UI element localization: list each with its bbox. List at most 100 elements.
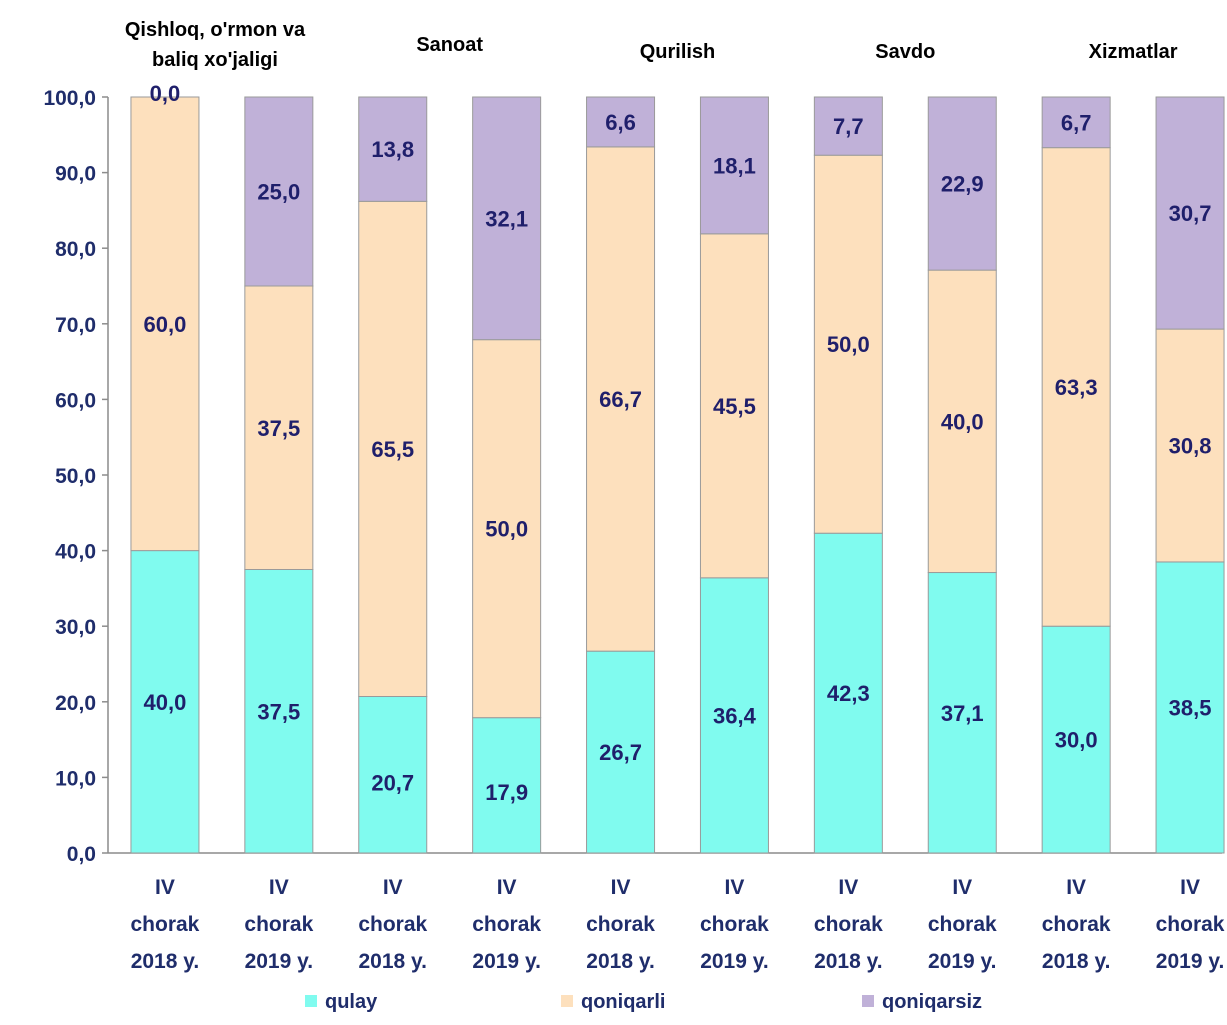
data-label-qoniqarsiz-5: 6,6 — [605, 110, 636, 135]
data-label-qoniqarli-4: 50,0 — [485, 517, 528, 542]
data-label-qoniqarli-3: 65,5 — [371, 437, 414, 462]
data-label-qoniqarli-7: 50,0 — [827, 332, 870, 357]
bar-qoniqarli-5 — [586, 146, 656, 652]
bar-qoniqarsiz-4 — [472, 96, 542, 341]
x-tick-label: chorak — [1042, 913, 1111, 936]
group-titles: Qishloq, o'rmon va baliq xo'jaligi Sanoat Q… — [125, 19, 1178, 71]
data-label-qoniqarli-6: 45,5 — [713, 394, 756, 419]
bar-qoniqarsiz-2 — [244, 96, 314, 287]
y-tick-label: 0,0 — [67, 843, 96, 866]
data-label-qoniqarsiz-1: 0,0 — [150, 81, 181, 106]
bar-qulay-7 — [813, 532, 883, 854]
legend-swatch-qoniqarli — [561, 995, 573, 1007]
y-tick-label: 50,0 — [55, 465, 96, 488]
bar-qoniqarsiz-9 — [1041, 96, 1111, 149]
bar-qoniqarli-6 — [699, 233, 769, 579]
x-axis-labels: IV chorak 2018 y. IV chorak 2019 y. IV chorak 20… — [131, 876, 1225, 973]
data-label-qoniqarsiz-10: 30,7 — [1169, 201, 1212, 226]
data-label-qoniqarsiz-7: 7,7 — [833, 114, 864, 139]
legend-label-qoniqarli: qoniqarli — [581, 991, 665, 1013]
legend: qulay qoniqarli qoniqarsiz — [305, 991, 982, 1013]
y-tick-label: 30,0 — [55, 616, 96, 639]
group-title: Qishloq, o'rmon va baliq xo'jaligi — [125, 19, 306, 71]
group-title: Savdo — [875, 41, 935, 63]
bar-qoniqarsiz-3 — [358, 96, 428, 202]
y-tick-label: 80,0 — [55, 238, 96, 261]
data-label-qoniqarli-2: 37,5 — [257, 416, 300, 441]
data-label-qoniqarsiz-2: 25,0 — [257, 180, 300, 205]
y-axis: 0,0 10,0 20,0 30,0 40,0 50,0 60,0 70,0 80,0 90,0 1… — [43, 87, 1222, 866]
x-tick-label: IV — [269, 876, 289, 899]
data-label-qulay-8: 37,1 — [941, 701, 984, 726]
y-tick-label: 90,0 — [55, 163, 96, 186]
x-tick-label: IV — [383, 876, 403, 899]
data-label-qulay-2: 37,5 — [257, 699, 300, 724]
bar-qoniqarsiz-10 — [1155, 96, 1225, 330]
x-tick-label: IV — [1066, 876, 1086, 899]
x-tick-label: 2018 y. — [358, 950, 427, 973]
bar-qoniqarli-3 — [358, 200, 428, 698]
x-tick-label: 2018 y. — [814, 950, 883, 973]
data-label-qoniqarsiz-4: 32,1 — [485, 206, 528, 231]
bar-qulay-2 — [244, 569, 314, 854]
y-tick-label: 70,0 — [55, 314, 96, 337]
x-tick-label: IV — [952, 876, 972, 899]
x-tick-label: 2019 y. — [700, 950, 769, 973]
x-tick-label: chorak — [131, 913, 200, 936]
group-title: Qurilish — [640, 41, 716, 63]
y-tick-label: 40,0 — [55, 541, 96, 564]
data-label-qoniqarli-10: 30,8 — [1169, 434, 1212, 459]
data-label-qoniqarsiz-3: 13,8 — [371, 137, 414, 162]
data-label-qulay-6: 36,4 — [713, 703, 757, 728]
x-tick-label: IV — [155, 876, 175, 899]
legend-label-qoniqarsiz: qoniqarsiz — [882, 991, 982, 1013]
y-tick-label: 10,0 — [55, 767, 96, 790]
group-title: Xizmatlar — [1089, 41, 1178, 63]
legend-swatch-qulay — [305, 995, 317, 1007]
x-tick-label: IV — [497, 876, 517, 899]
bar-qulay-6 — [699, 577, 769, 854]
bar-qoniqarli-7 — [813, 154, 883, 534]
bar-qoniqarli-1 — [130, 96, 200, 552]
bar-qoniqarsiz-7 — [813, 96, 883, 156]
x-tick-label: IV — [611, 876, 631, 899]
bar-qoniqarli-4 — [472, 339, 542, 719]
data-label-qoniqarli-5: 66,7 — [599, 387, 642, 412]
x-tick-label: 2019 y. — [245, 950, 314, 973]
data-label-qoniqarli-8: 40,0 — [941, 409, 984, 434]
bars — [130, 96, 1225, 854]
data-label-qulay-10: 38,5 — [1169, 695, 1212, 720]
x-tick-label: 2019 y. — [1156, 950, 1225, 973]
legend-swatch-qoniqarsiz — [862, 995, 874, 1007]
x-tick-label: chorak — [244, 913, 313, 936]
bar-qoniqarsiz-6 — [699, 96, 769, 235]
x-tick-label: chorak — [586, 913, 655, 936]
x-tick-label: IV — [725, 876, 745, 899]
x-tick-label: chorak — [472, 913, 541, 936]
group-title: Sanoat — [416, 34, 483, 56]
bar-qoniqarli-9 — [1041, 147, 1111, 627]
data-label-qulay-7: 42,3 — [827, 681, 870, 706]
x-tick-label: 2019 y. — [472, 950, 541, 973]
x-tick-label: IV — [838, 876, 858, 899]
data-label-qulay-3: 20,7 — [371, 771, 414, 796]
data-label-qoniqarli-1: 60,0 — [144, 312, 187, 337]
data-labels: 40,0 60,0 0,0 37,5 37,5 25,0 20,7 65,5 13,8 17,9 5… — [144, 81, 1212, 805]
bar-qulay-3 — [358, 696, 428, 854]
data-label-qoniqarsiz-8: 22,9 — [941, 172, 984, 197]
data-label-qulay-5: 26,7 — [599, 740, 642, 765]
x-tick-label: 2018 y. — [131, 950, 200, 973]
data-label-qoniqarsiz-6: 18,1 — [713, 153, 756, 178]
data-label-qoniqarli-9: 63,3 — [1055, 375, 1098, 400]
bar-qoniqarli-2 — [244, 285, 314, 570]
y-tick-label: 100,0 — [43, 87, 96, 110]
x-tick-label: chorak — [814, 913, 883, 936]
bar-qulay-5 — [586, 650, 656, 854]
x-tick-label: chorak — [928, 913, 997, 936]
x-tick-label: IV — [1180, 876, 1200, 899]
bar-qulay-9 — [1041, 625, 1111, 854]
bar-qoniqarsiz-8 — [927, 96, 997, 271]
bar-qoniqarli-10 — [1155, 328, 1225, 563]
x-tick-label: chorak — [1156, 913, 1225, 936]
